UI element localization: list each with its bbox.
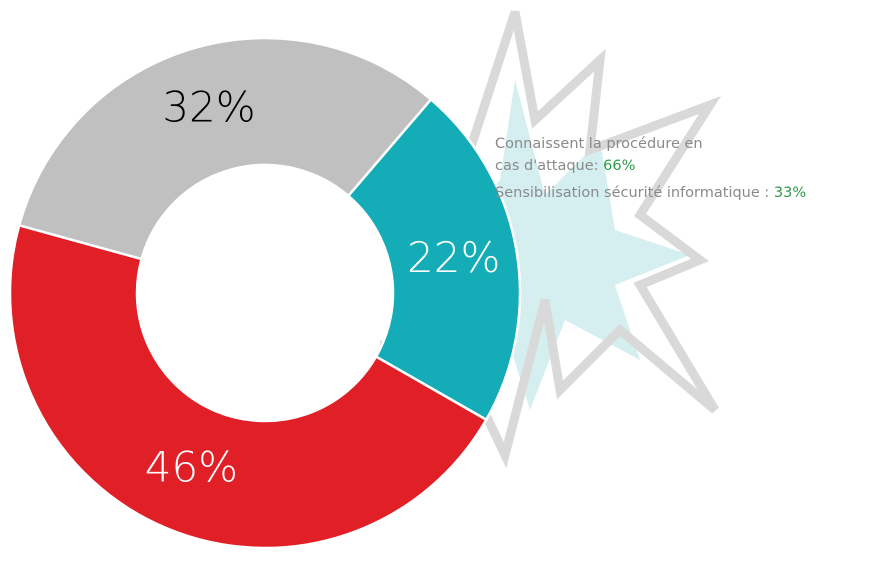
annotation-value: 33% xyxy=(774,185,806,201)
donut: 22% 46% 32% xyxy=(8,36,522,550)
burst-line xyxy=(379,10,722,469)
annotation-line: Sensibilisation sécurité informatique : … xyxy=(495,185,806,201)
value-label: 46% xyxy=(145,442,238,491)
slice xyxy=(8,223,488,550)
slice xyxy=(17,36,433,261)
annotation-value: 66% xyxy=(603,158,635,174)
value-label: 32% xyxy=(162,82,255,131)
annotation-text: cas d'attaque: xyxy=(495,158,599,174)
annotation: Connaissent la procédure en cas d'attaqu… xyxy=(495,136,806,201)
annotation-line: cas d'attaque: 66% xyxy=(495,158,635,174)
annotation-line: Connaissent la procédure en xyxy=(495,136,703,152)
annotation-text: Sensibilisation sécurité informatique : xyxy=(495,185,769,201)
slice xyxy=(346,97,522,422)
value-label: 22% xyxy=(407,233,500,282)
